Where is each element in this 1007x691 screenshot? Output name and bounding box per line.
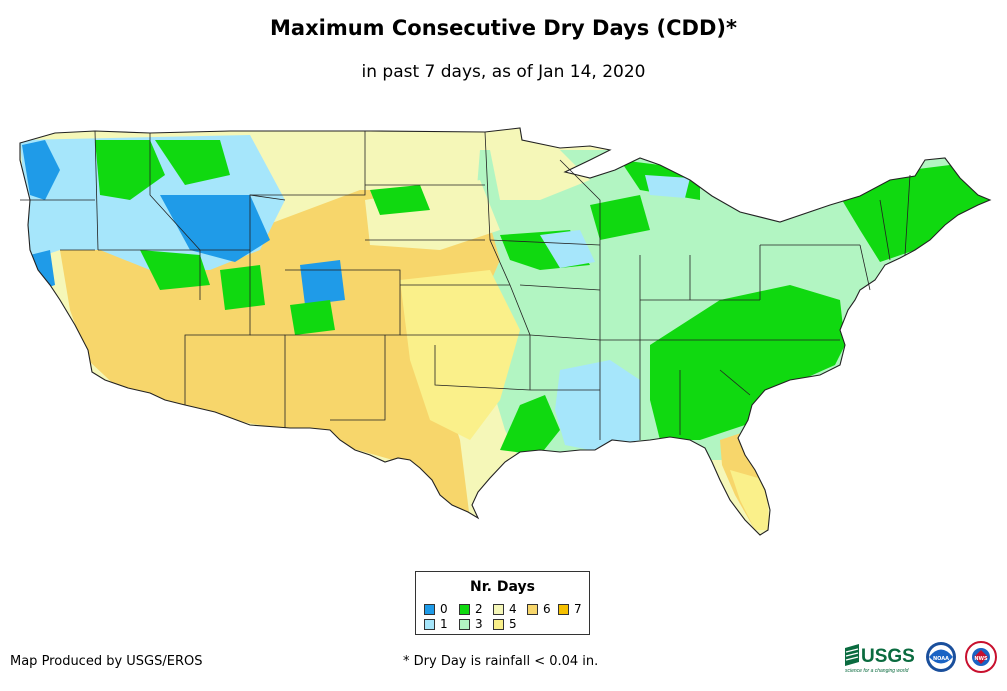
legend-label: 6: [543, 602, 551, 616]
legend-item-4: 4: [493, 602, 517, 616]
usgs-logo: USGS science for a changing world: [845, 644, 915, 674]
legend-swatch: [558, 603, 569, 615]
agency-logos: USGS science for a changing world NOAA N…: [845, 641, 997, 674]
nws-logo: NWS: [965, 641, 997, 673]
legend-label: 5: [509, 617, 517, 631]
legend-swatch: [424, 618, 435, 630]
dry-day-footnote: * Dry Day is rainfall < 0.04 in.: [403, 654, 599, 669]
usgs-wordmark: USGS: [861, 646, 915, 667]
map-title: Maximum Consecutive Dry Days (CDD)*: [270, 16, 737, 40]
legend-item-1: 1: [424, 617, 448, 631]
noaa-logo: NOAA: [926, 642, 956, 672]
cdd-zones: [20, 135, 990, 530]
legend-label: 2: [475, 602, 483, 616]
legend-label: 0: [440, 602, 448, 616]
legend-item-7: 7: [558, 602, 582, 616]
legend-swatch: [459, 603, 470, 615]
map-subtitle: in past 7 days, as of Jan 14, 2020: [361, 62, 646, 82]
legend-item-2: 2: [459, 602, 483, 616]
legend-item-0: 0: [424, 602, 448, 616]
legend-swatch: [527, 603, 538, 615]
legend-item-3: 3: [459, 617, 483, 631]
legend-swatch: [493, 618, 504, 630]
legend-label: 7: [574, 602, 582, 616]
legend-label: 3: [475, 617, 483, 631]
legend-item-6: 6: [527, 602, 551, 616]
legend-swatch: [424, 603, 435, 615]
noaa-wordmark: NOAA: [933, 656, 949, 662]
legend-label: 4: [509, 602, 517, 616]
legend-label: 1: [440, 617, 448, 631]
map-credit: Map Produced by USGS/EROS: [10, 654, 203, 669]
legend-swatch: [493, 603, 504, 615]
legend-item-5: 5: [493, 617, 517, 631]
legend: Nr. Days 0 1 2 3 4 5 6 7: [415, 571, 590, 635]
legend-swatch: [459, 618, 470, 630]
nws-wordmark: NWS: [974, 656, 988, 662]
usgs-tagline: science for a changing world: [845, 668, 909, 674]
state-boundaries: [20, 130, 911, 440]
legend-title: Nr. Days: [470, 579, 535, 595]
